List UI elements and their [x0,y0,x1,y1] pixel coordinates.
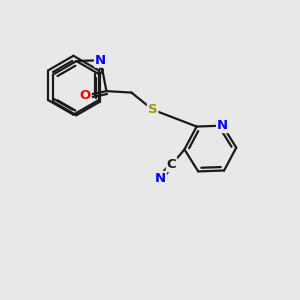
Text: O: O [80,89,91,102]
Text: N: N [155,172,166,185]
Text: N: N [217,119,228,132]
Text: S: S [148,103,158,116]
Text: N: N [95,54,106,67]
Text: C: C [167,158,176,171]
